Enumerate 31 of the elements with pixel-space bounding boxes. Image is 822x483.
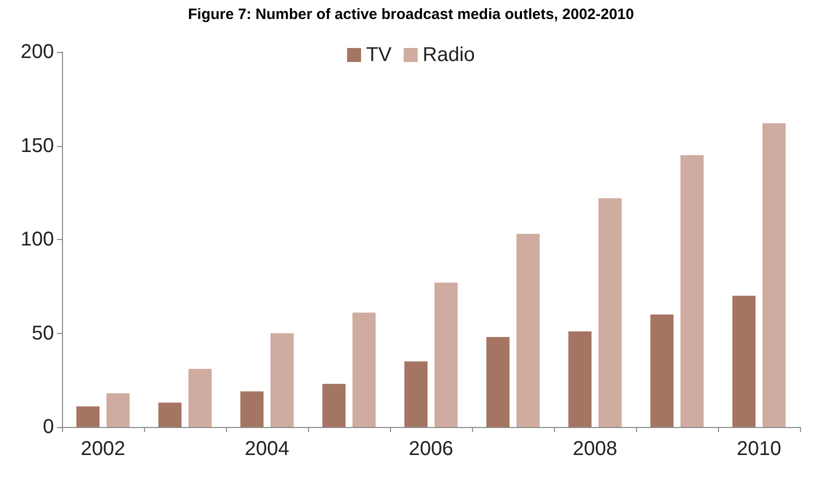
y-tick-label: 0 — [42, 416, 54, 438]
x-tick-label: 2006 — [408, 438, 454, 460]
bar — [322, 384, 346, 427]
legend-label: TV — [366, 44, 392, 66]
bar — [516, 234, 540, 427]
x-tick-label: 2008 — [572, 438, 618, 460]
bar — [598, 198, 622, 427]
legend-label: Radio — [422, 44, 475, 66]
bar — [680, 155, 704, 427]
bar — [240, 391, 264, 427]
chart-title: Figure 7: Number of active broadcast media outlets, 2002-2010 — [188, 6, 634, 23]
bar — [404, 361, 428, 427]
x-tick-label: 2002 — [80, 438, 126, 460]
x-tick-label: 2010 — [736, 438, 782, 460]
bar — [732, 296, 756, 427]
bar — [434, 282, 458, 427]
y-tick-label: 150 — [20, 134, 54, 157]
bar — [188, 368, 212, 427]
bar — [76, 406, 100, 427]
x-tick-label: 2004 — [244, 438, 290, 460]
y-tick-label: 100 — [20, 228, 54, 250]
y-tick-label: 200 — [20, 41, 54, 63]
bar — [158, 402, 182, 427]
bar — [650, 314, 674, 427]
y-tick-label: 50 — [32, 322, 54, 344]
bar — [106, 393, 130, 427]
bar — [568, 331, 592, 427]
bar — [352, 312, 376, 427]
bar — [486, 337, 510, 427]
bar — [762, 123, 786, 427]
bar — [270, 333, 294, 427]
